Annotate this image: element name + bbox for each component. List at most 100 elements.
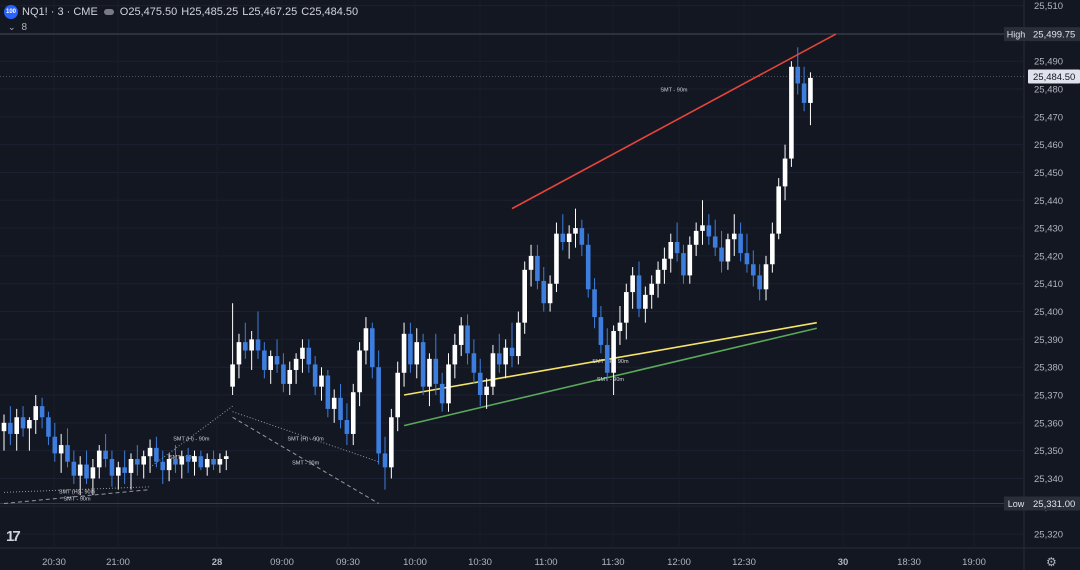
candle-body	[84, 464, 89, 479]
candle-body	[712, 236, 718, 248]
price-tick-label: 25,400	[1034, 307, 1063, 318]
candle-body	[33, 406, 39, 421]
candle-body	[433, 358, 439, 384]
price-tick-label: 25,470	[1034, 112, 1063, 123]
candle-body	[560, 233, 566, 243]
candle-body	[300, 347, 305, 359]
candle-body	[471, 353, 477, 373]
candle-body	[331, 397, 337, 409]
candle-body	[452, 344, 458, 365]
price-tick-label: 25,440	[1034, 196, 1063, 207]
open-value: 25,475.50	[128, 6, 178, 18]
candle-body	[154, 447, 159, 462]
price-tick-label: 25,350	[1034, 446, 1063, 457]
candle-body	[370, 328, 375, 368]
time-axis: 20:30 21:00 28 09:00 09:30 10:00 10:30 11:00 11:…	[42, 557, 986, 568]
smt-line	[3, 486, 151, 493]
price-tick-label: 25,450	[1034, 168, 1063, 179]
candle-body	[281, 364, 286, 384]
time-tick-label: 11:30	[601, 557, 624, 568]
time-tick-label: 20:30	[42, 557, 66, 568]
candle-body	[579, 228, 585, 245]
high-value: 25,485.25	[189, 6, 239, 18]
candle-body	[776, 186, 781, 234]
candle-body	[128, 458, 134, 473]
candle-body	[662, 258, 667, 270]
candle-body	[357, 350, 362, 393]
price-level-tag-label: High	[1007, 30, 1026, 40]
candle-body	[109, 458, 115, 476]
price-level-value: 25,331.00	[1033, 499, 1075, 510]
candle-body	[77, 464, 83, 476]
candle-body	[465, 325, 470, 354]
candle-body	[230, 364, 235, 387]
candle-body	[243, 342, 248, 351]
price-level-badge	[1028, 496, 1080, 511]
candle-body	[414, 342, 420, 365]
candle-body	[484, 386, 489, 396]
smt-line	[149, 405, 233, 468]
candle-body	[674, 242, 680, 254]
price-tick-label: 25,360	[1034, 418, 1063, 429]
candle-body	[160, 461, 166, 471]
candle-body	[592, 289, 597, 318]
candle-body	[566, 233, 572, 243]
candle-body	[681, 253, 686, 276]
candle-body	[192, 456, 197, 462]
candle-body	[96, 450, 102, 468]
candle-body	[363, 328, 369, 351]
candle-body	[541, 280, 547, 304]
candle-body	[706, 225, 712, 237]
candle-body	[687, 244, 693, 276]
time-tick-label: 28	[212, 557, 223, 568]
price-level-tag	[1004, 27, 1028, 42]
candle-body	[344, 420, 350, 434]
candle-body	[103, 450, 108, 459]
nasdaq-logo-icon[interactable]: 100	[4, 5, 18, 19]
price-tick-label: 25,370	[1034, 391, 1063, 402]
candle-body	[90, 467, 96, 479]
candle-body	[617, 322, 623, 332]
smt-line	[403, 327, 817, 427]
smt-label: SMT - 90m	[63, 497, 91, 503]
candle-body	[535, 255, 540, 281]
candle-body	[795, 66, 801, 84]
candle-body	[490, 353, 496, 387]
open-label: O	[119, 6, 129, 18]
candle-body	[27, 420, 32, 429]
candle-body	[306, 347, 312, 365]
candle-body	[808, 77, 813, 103]
symbol-label[interactable]: NQ1! · 3 · CME	[22, 6, 98, 18]
candle-body	[757, 275, 762, 290]
candle-body	[293, 358, 299, 370]
candle-body	[262, 350, 267, 370]
candle-body	[249, 339, 254, 351]
candle-body	[789, 66, 794, 159]
candle-body	[458, 325, 464, 345]
candle-body	[731, 233, 737, 240]
candle-body	[477, 372, 483, 396]
candle-body	[58, 445, 64, 454]
candle-body	[801, 83, 807, 103]
indicator-count: 8	[21, 22, 28, 33]
tradingview-logo-icon[interactable]: 17	[6, 528, 21, 545]
indicators-toggle[interactable]: ⌄ 8	[8, 22, 27, 33]
candle-body	[719, 247, 724, 262]
market-status-icon	[103, 9, 114, 15]
time-tick-label: 12:00	[667, 557, 691, 568]
candle-body	[598, 317, 604, 345]
candle-body	[223, 456, 229, 459]
candle-body	[14, 417, 19, 434]
gear-icon[interactable]: ⚙	[1046, 555, 1057, 569]
time-tick-label: 10:00	[403, 557, 427, 568]
time-tick-label: 11:00	[534, 557, 557, 568]
candle-body	[287, 369, 293, 384]
price-level-value: 25,484.50	[1033, 72, 1075, 83]
candle-body	[135, 458, 140, 465]
candle-body	[630, 275, 635, 293]
candle-body	[8, 422, 13, 434]
candle-body	[20, 417, 26, 429]
candle-body	[439, 383, 445, 404]
price-tick-label: 25,430	[1034, 224, 1063, 235]
